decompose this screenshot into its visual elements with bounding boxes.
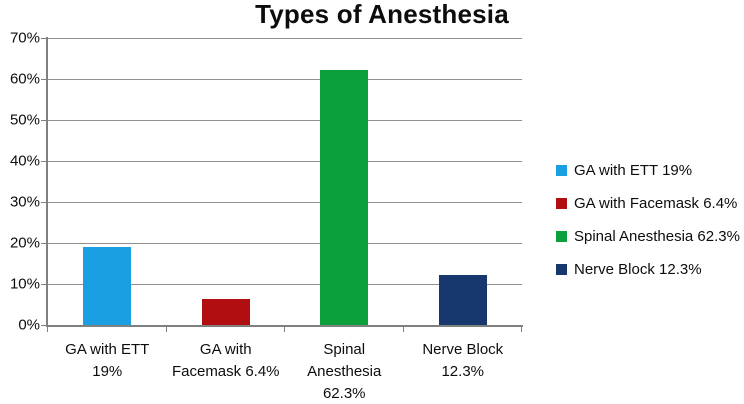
gridline-30: [48, 202, 522, 203]
x-axis-label-line: 19%: [92, 363, 123, 380]
gridline-10: [48, 284, 522, 285]
gridline-20: [48, 243, 522, 244]
bar-spinal-anesthesia-62-3: [320, 69, 369, 325]
y-axis-label-60: 60%: [9, 70, 40, 88]
y-axis-label-50: 50%: [9, 111, 40, 129]
x-axis-labels: GA with ETT 19% GA with Facemask 6.4% Spinal…: [48, 339, 522, 404]
x-axis-label-line: 12.3%: [441, 363, 485, 380]
bar-ga-with-ett-19: [83, 247, 132, 325]
bar-ga-with-facemask-6-4: [201, 298, 250, 325]
legend-item-ga-with-facemask-6-4: GA with Facemask 6.4%: [556, 194, 740, 213]
x-axis-label-line: Facemask 6.4%: [171, 363, 280, 380]
gridline-70: [48, 38, 522, 39]
y-axis-labels: 70% 60% 50% 40% 30% 20% 10% 0%: [0, 30, 40, 334]
y-axis-tick-50: [41, 120, 47, 121]
y-axis-label-30: 30%: [9, 193, 40, 211]
x-axis-tick-3: [402, 327, 404, 332]
legend-swatch-icon: [556, 165, 567, 176]
legend-swatch-icon: [556, 231, 567, 242]
gridline-40: [48, 161, 522, 162]
y-axis-label-40: 40%: [9, 152, 40, 170]
y-axis-label-0: 0%: [18, 316, 40, 334]
plot-area: [48, 38, 522, 325]
y-axis-label-20: 20%: [9, 234, 40, 252]
y-axis-line: [46, 37, 48, 326]
x-axis-label-nerve-block-12-3: Nerve Block 12.3%: [404, 339, 523, 383]
x-axis-label-line: 62.3%: [322, 385, 366, 402]
x-axis-label-spinal-anesthesia-62-3: Spinal Anesthesia 62.3%: [285, 339, 404, 404]
x-axis-label-line: Nerve Block: [422, 341, 504, 358]
x-axis-label-line: GA with: [199, 341, 252, 358]
legend-label: Spinal Anesthesia 62.3%: [574, 228, 740, 245]
legend-label: GA with ETT 19%: [574, 162, 693, 179]
x-axis-label-line: GA with ETT: [65, 341, 150, 358]
x-axis-tick-2: [284, 327, 285, 332]
y-axis-tick-0: [41, 325, 47, 326]
y-axis-tick-20: [41, 243, 47, 244]
legend-swatch-icon: [556, 264, 567, 275]
legend-item-nerve-block-12-3: Nerve Block 12.3%: [556, 260, 740, 279]
y-axis-label-70: 70%: [9, 29, 40, 47]
y-axis-tick-40: [41, 161, 47, 162]
gridline-60: [48, 79, 522, 80]
x-axis-label-ga-with-ett-19: GA with ETT 19%: [48, 339, 167, 383]
y-axis-tick-10: [41, 284, 47, 285]
chart-title: Types of Anesthesia: [255, 0, 509, 29]
legend: GA with ETT 19% GA with Facemask 6.4% Spin…: [556, 161, 740, 293]
y-axis-tick-70: [41, 38, 47, 39]
y-axis-tick-60: [41, 79, 47, 80]
y-axis-label-10: 10%: [9, 275, 40, 293]
legend-swatch-icon: [556, 198, 567, 209]
x-axis-label-ga-with-facemask-6-4: GA with Facemask 6.4%: [167, 339, 286, 383]
legend-item-spinal-anesthesia-62-3: Spinal Anesthesia 62.3%: [556, 227, 740, 246]
x-axis-line: [46, 325, 523, 327]
y-axis-tick-30: [41, 202, 47, 203]
legend-label: Nerve Block 12.3%: [574, 261, 702, 278]
gridline-50: [48, 120, 522, 121]
x-axis-label-line: Anesthesia: [307, 363, 382, 380]
legend-label: GA with Facemask 6.4%: [574, 195, 738, 212]
x-axis-tick-0: [47, 327, 48, 332]
x-axis-tick-1: [165, 327, 167, 332]
legend-item-ga-with-ett-19: GA with ETT 19%: [556, 161, 740, 180]
x-axis-label-line: Spinal: [323, 341, 366, 358]
bar-nerve-block-12-3: [438, 274, 487, 325]
x-axis-tick-4: [521, 327, 522, 332]
